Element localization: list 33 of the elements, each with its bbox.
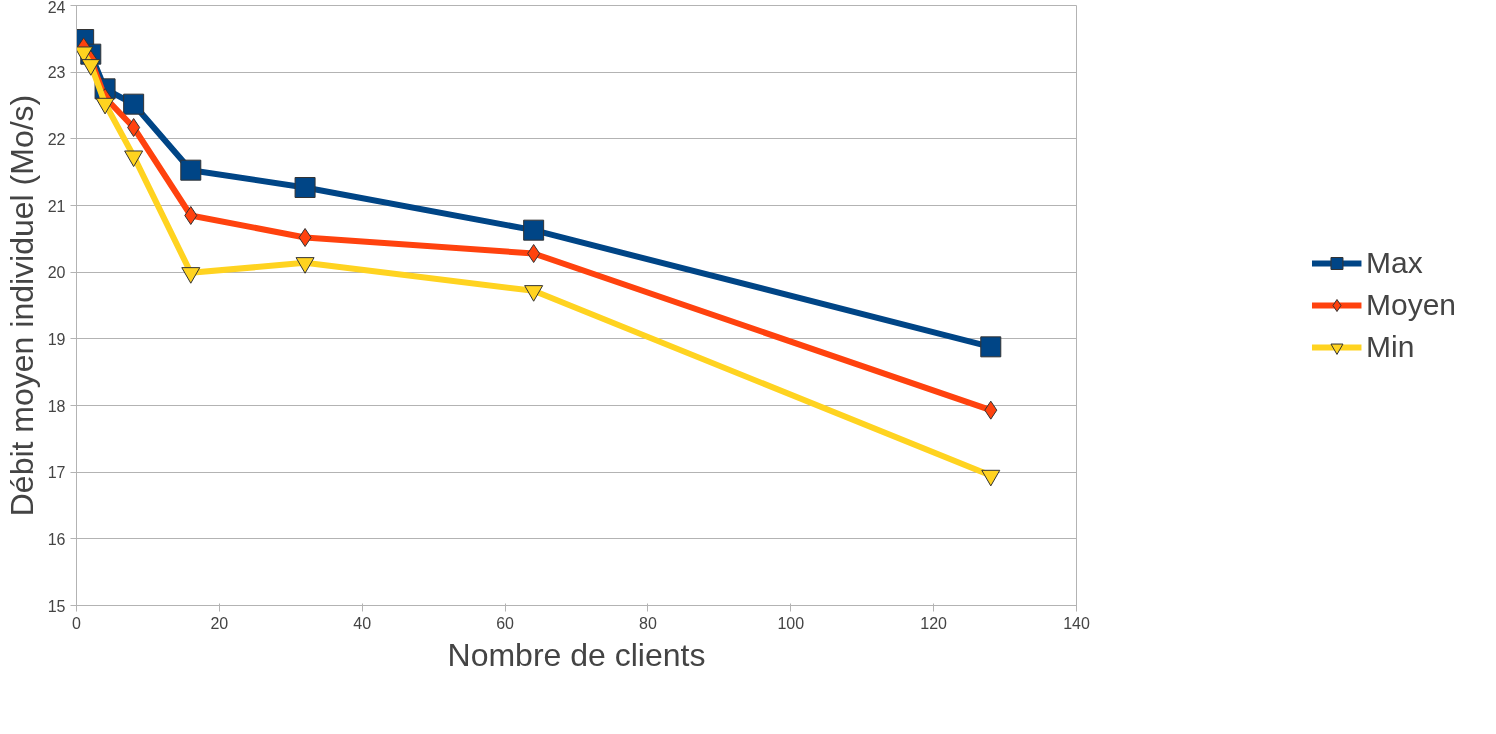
point xyxy=(527,244,541,263)
point xyxy=(523,219,545,241)
x-tick-label: 40 xyxy=(353,614,372,632)
point xyxy=(184,206,198,225)
point xyxy=(294,177,316,198)
x-tick-label: 140 xyxy=(1063,614,1090,632)
y-tick-label: 23 xyxy=(47,64,66,82)
x-tick-label: 100 xyxy=(777,614,805,632)
y-tick-label: 16 xyxy=(47,530,66,548)
y-tick-label: 19 xyxy=(47,330,66,348)
point xyxy=(298,228,312,247)
y-tick-label: 20 xyxy=(47,264,66,282)
x-tick-label: 80 xyxy=(639,614,657,632)
y-tick-label: 21 xyxy=(47,197,66,215)
y-axis-title: Débit moyen individuel (Mo/s) xyxy=(3,94,40,517)
legend-label: Moyen xyxy=(1365,288,1457,322)
y-tick-label: 22 xyxy=(47,130,66,148)
x-tick-label: 0 xyxy=(72,614,82,632)
legend-label: Min xyxy=(1365,330,1415,364)
y-tick-label: 24 xyxy=(47,0,66,16)
point xyxy=(984,400,998,420)
x-tick-label: 60 xyxy=(496,614,515,632)
x-tick-label: 120 xyxy=(920,614,948,632)
x-tick-label: 20 xyxy=(210,614,229,632)
y-tick-label: 17 xyxy=(47,464,66,482)
y-tick-label: 18 xyxy=(47,397,66,415)
point xyxy=(180,159,202,181)
point xyxy=(127,118,141,137)
y-tick-label: 15 xyxy=(47,597,66,615)
point xyxy=(123,93,145,115)
x-axis-title: Nombre de clients xyxy=(447,636,706,673)
point xyxy=(980,336,1002,358)
legend-label: Max xyxy=(1365,246,1423,280)
